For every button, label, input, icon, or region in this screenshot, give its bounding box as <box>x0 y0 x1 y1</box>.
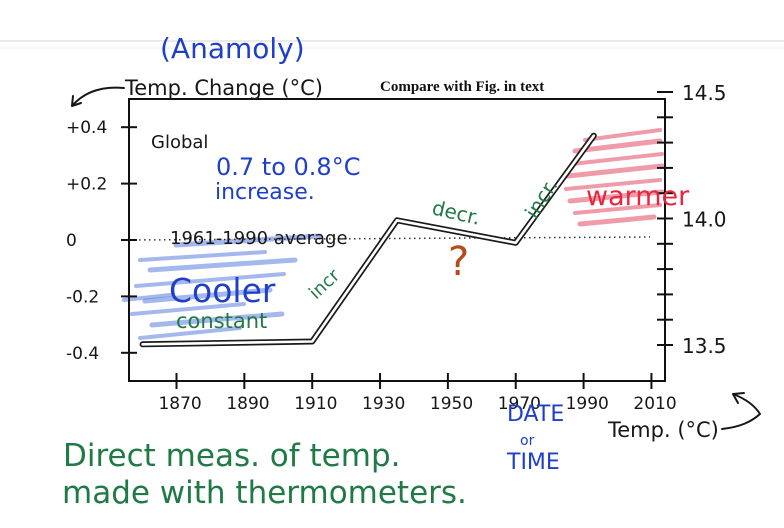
y-axis-label: Temp. Change (°C) <box>124 76 323 100</box>
warm-shading-stroke <box>570 152 664 166</box>
x-axis-tick-label: 1910 <box>294 394 337 414</box>
y-axis-label-arrow <box>71 86 125 107</box>
temperature-shading <box>122 128 665 340</box>
x-axis-label-time: TIME <box>506 450 560 475</box>
right-axis-tick-label: 14.0 <box>682 208 727 232</box>
right-axis-label-arrow <box>721 392 761 430</box>
x-axis-label-date: DATE <box>507 402 564 427</box>
cool-shading-stroke <box>147 257 298 273</box>
series-line-inner <box>141 134 596 346</box>
warmer-label: warmer <box>586 181 690 212</box>
left-axis-tick-label: +0.4 <box>66 118 107 138</box>
cool-shading-stroke <box>142 287 273 304</box>
series-layer <box>139 132 597 348</box>
cool-shading-stroke <box>149 311 285 328</box>
warm-shading-stroke <box>583 128 662 142</box>
reference-line <box>128 236 651 241</box>
right-axis-tick-label: 13.5 <box>682 334 727 358</box>
footer-line-1: Direct meas. of temp. <box>63 438 401 474</box>
increase-label: increase. <box>215 180 315 205</box>
warm-shading-stroke <box>577 214 657 227</box>
left-axis-tick-label: -0.4 <box>66 344 99 364</box>
reference-line-label: 1961-1990 average <box>170 228 348 249</box>
cool-shading-stroke <box>130 302 246 316</box>
cool-shading-stroke <box>138 250 267 262</box>
cool-shading-stroke <box>134 272 286 288</box>
y-axis-note: (Anamoly) <box>160 32 305 65</box>
increase-value: 0.7 to 0.8°C <box>216 153 360 181</box>
x-axis-tick-label: 2010 <box>633 394 676 414</box>
x-axis-tick-label: 1970 <box>498 394 541 414</box>
chart-title: Compare with Fig. in text <box>380 79 544 95</box>
left-axis-tick-label: +0.2 <box>66 175 107 195</box>
warm-shading-stroke <box>564 178 662 191</box>
constant-label: constant <box>176 309 267 333</box>
warm-shading-stroke <box>567 189 665 204</box>
question-mark: ? <box>448 239 469 285</box>
left-axis-tick-label: 0 <box>66 231 77 251</box>
warm-shading-stroke <box>572 138 663 154</box>
cooler-label: Cooler <box>169 271 276 310</box>
footer-line-2: made with thermometers. <box>62 475 467 511</box>
reference-layer: 1961-1990 average <box>128 228 651 249</box>
warm-shading-stroke <box>565 163 665 179</box>
x-axis-tick-label: 1950 <box>430 394 473 414</box>
x-axis-tick-label: 1890 <box>226 394 269 414</box>
tick-layer: +0.4 +0.2 0 -0.2 -0.4 1870 1890 1910 1930 1950 197… <box>66 81 727 414</box>
x-axis-tick-label: 1930 <box>362 394 405 414</box>
x-axis-tick-label: 1990 <box>566 394 609 414</box>
x-axis-tick-label: 1870 <box>158 394 201 414</box>
warm-shading-stroke <box>573 203 662 215</box>
right-axis-tick-label: 14.5 <box>682 81 727 105</box>
warm-shading <box>564 128 665 227</box>
global-label: Global <box>151 132 208 153</box>
cool-shading-stroke <box>138 326 242 340</box>
right-axis-label: Temp. (°C) <box>607 418 719 442</box>
cool-shading-stroke <box>173 233 323 248</box>
x-axis-label-or: or <box>520 433 535 449</box>
cool-shading-stroke <box>122 293 172 302</box>
left-axis-tick-label: -0.2 <box>66 287 99 307</box>
cool-shading <box>122 233 323 340</box>
